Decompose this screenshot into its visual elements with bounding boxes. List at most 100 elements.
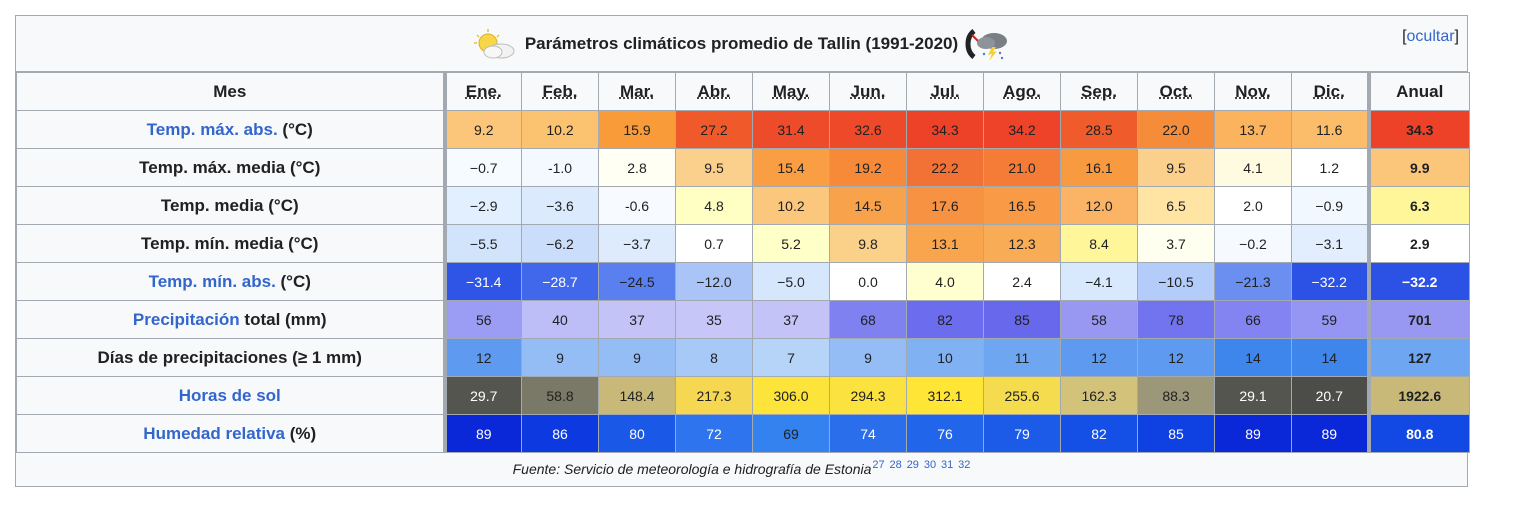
reference-link[interactable]: 32 (958, 459, 971, 472)
data-cell: 85 (1137, 414, 1215, 453)
data-cell: 15.4 (752, 148, 830, 187)
annual-header: Anual (1366, 72, 1470, 111)
data-cell: 3.7 (1137, 224, 1215, 263)
data-cell: 29.7 (442, 376, 522, 415)
row-label-link[interactable]: Horas de sol (178, 385, 281, 405)
data-cell: 162.3 (1060, 376, 1138, 415)
data-cell: −0.2 (1214, 224, 1292, 263)
data-cell: 37 (752, 300, 830, 339)
data-cell: 89 (1291, 414, 1369, 453)
data-cell: −3.7 (598, 224, 676, 263)
annual-cell: 701 (1366, 300, 1470, 339)
month-header: Mar. (598, 72, 676, 111)
data-cell: −2.9 (442, 186, 522, 225)
climate-table-box: Parámetros climáticos promedio de Tallin… (15, 15, 1470, 487)
data-cell: −10.5 (1137, 262, 1215, 301)
data-cell: −24.5 (598, 262, 676, 301)
row-label: Humedad relativa (%) (16, 414, 445, 453)
annual-cell: 6.3 (1366, 186, 1470, 225)
data-cell: 17.6 (906, 186, 984, 225)
data-cell: 58.8 (521, 376, 599, 415)
row-label-link[interactable]: Humedad relativa (143, 423, 286, 443)
data-cell: 35 (675, 300, 753, 339)
row-label: Temp. máx. abs. (°C) (16, 110, 445, 149)
row-label: Temp. media (°C) (16, 186, 445, 225)
row-label: Temp. mín. media (°C) (16, 224, 445, 263)
data-cell: 76 (906, 414, 984, 453)
data-cell: 89 (442, 414, 522, 453)
row-label-link[interactable]: Temp. mín. abs. (148, 271, 276, 291)
row-label-text: Temp. media (°C) (160, 195, 299, 215)
data-cell: 66 (1214, 300, 1292, 339)
row-label: Temp. mín. abs. (°C) (16, 262, 445, 301)
data-cell: 11 (983, 338, 1061, 377)
data-cell: 31.4 (752, 110, 830, 149)
data-cell: 9 (829, 338, 907, 377)
reference-link[interactable]: 30 (923, 459, 937, 472)
annual-cell: 1922.6 (1366, 376, 1470, 415)
row-label-text: total (mm) (239, 309, 327, 329)
data-cell: 255.6 (983, 376, 1061, 415)
data-cell: −31.4 (442, 262, 522, 301)
month-header: Ago. (983, 72, 1061, 111)
data-cell: 2.8 (598, 148, 676, 187)
data-cell: −3.6 (521, 186, 599, 225)
table-row: Humedad relativa (%) 89 86 80 72 69 74 76 79 82 85… (16, 414, 1470, 453)
data-cell: 2.4 (983, 262, 1061, 301)
data-cell: 9.8 (829, 224, 907, 263)
table-body: Temp. máx. abs. (°C) 9.2 10.2 15.9 27.2 31.4 3… (16, 110, 1470, 453)
data-cell: 34.2 (983, 110, 1061, 149)
data-cell: 14 (1291, 338, 1369, 377)
data-cell: 6.5 (1137, 186, 1215, 225)
hide-link[interactable]: ocultar (1406, 28, 1455, 45)
data-cell: 12 (442, 338, 522, 377)
data-cell: −0.7 (442, 148, 522, 187)
data-cell: 20.7 (1291, 376, 1369, 415)
month-header: Jun. (829, 72, 907, 111)
data-cell: 34.3 (906, 110, 984, 149)
reference-link[interactable]: 31 (940, 459, 954, 472)
data-cell: −0.9 (1291, 186, 1369, 225)
table-row: Horas de sol 29.7 58.8 148.4 217.3 306.0 294.3… (16, 376, 1470, 415)
data-cell: 28.5 (1060, 110, 1138, 149)
data-cell: 19.2 (829, 148, 907, 187)
data-cell: 9 (521, 338, 599, 377)
data-cell: 22.2 (906, 148, 984, 187)
data-cell: 8.4 (1060, 224, 1138, 263)
data-cell: −4.1 (1060, 262, 1138, 301)
data-cell: 68 (829, 300, 907, 339)
data-cell: 80 (598, 414, 676, 453)
reference-link[interactable]: 27 (872, 459, 885, 472)
header-row: Mes Ene. Feb. Mar. Abr. May. Jun. Jul. A… (16, 72, 1470, 111)
data-cell: 12.3 (983, 224, 1061, 263)
data-cell: −21.3 (1214, 262, 1292, 301)
table-row: Temp. máx. media (°C) −0.7 -1.0 2.8 9.5 15.4 1… (16, 148, 1470, 187)
month-header: Jul. (906, 72, 984, 111)
row-label-link[interactable]: Temp. máx. abs. (146, 119, 278, 139)
annual-cell: 2.9 (1366, 224, 1470, 263)
source-note: Fuente: Servicio de meteorología e hidro… (16, 453, 1467, 486)
row-label-text: Días de precipitaciones (≥ 1 mm) (97, 347, 362, 367)
row-label-link[interactable]: Precipitación (132, 309, 240, 329)
data-cell: 16.1 (1060, 148, 1138, 187)
data-cell: 11.6 (1291, 110, 1369, 149)
table-row: Precipitación total (mm) 56 40 37 35 37 68 82 85… (16, 300, 1470, 339)
data-cell: 148.4 (598, 376, 676, 415)
row-label: Días de precipitaciones (≥ 1 mm) (16, 338, 445, 377)
data-cell: 7 (752, 338, 830, 377)
annual-cell: −32.2 (1366, 262, 1470, 301)
climate-table: Mes Ene. Feb. Mar. Abr. May. Jun. Jul. A… (16, 72, 1470, 453)
data-cell: 88.3 (1137, 376, 1215, 415)
data-cell: 85 (983, 300, 1061, 339)
source-text: Fuente: Servicio de meteorología e hidro… (512, 461, 872, 477)
reference-link[interactable]: 29 (906, 459, 919, 472)
reference-link[interactable]: 28 (889, 459, 902, 472)
data-cell: 58 (1060, 300, 1138, 339)
data-cell: 9 (598, 338, 676, 377)
row-label-text: (°C) (275, 271, 311, 291)
table-title: Parámetros climáticos promedio de Tallin… (524, 33, 959, 53)
data-cell: −3.1 (1291, 224, 1369, 263)
data-cell: 13.1 (906, 224, 984, 263)
data-cell: 9.5 (1137, 148, 1215, 187)
reference-list: 27 28 29 30 31 32 (871, 459, 971, 477)
